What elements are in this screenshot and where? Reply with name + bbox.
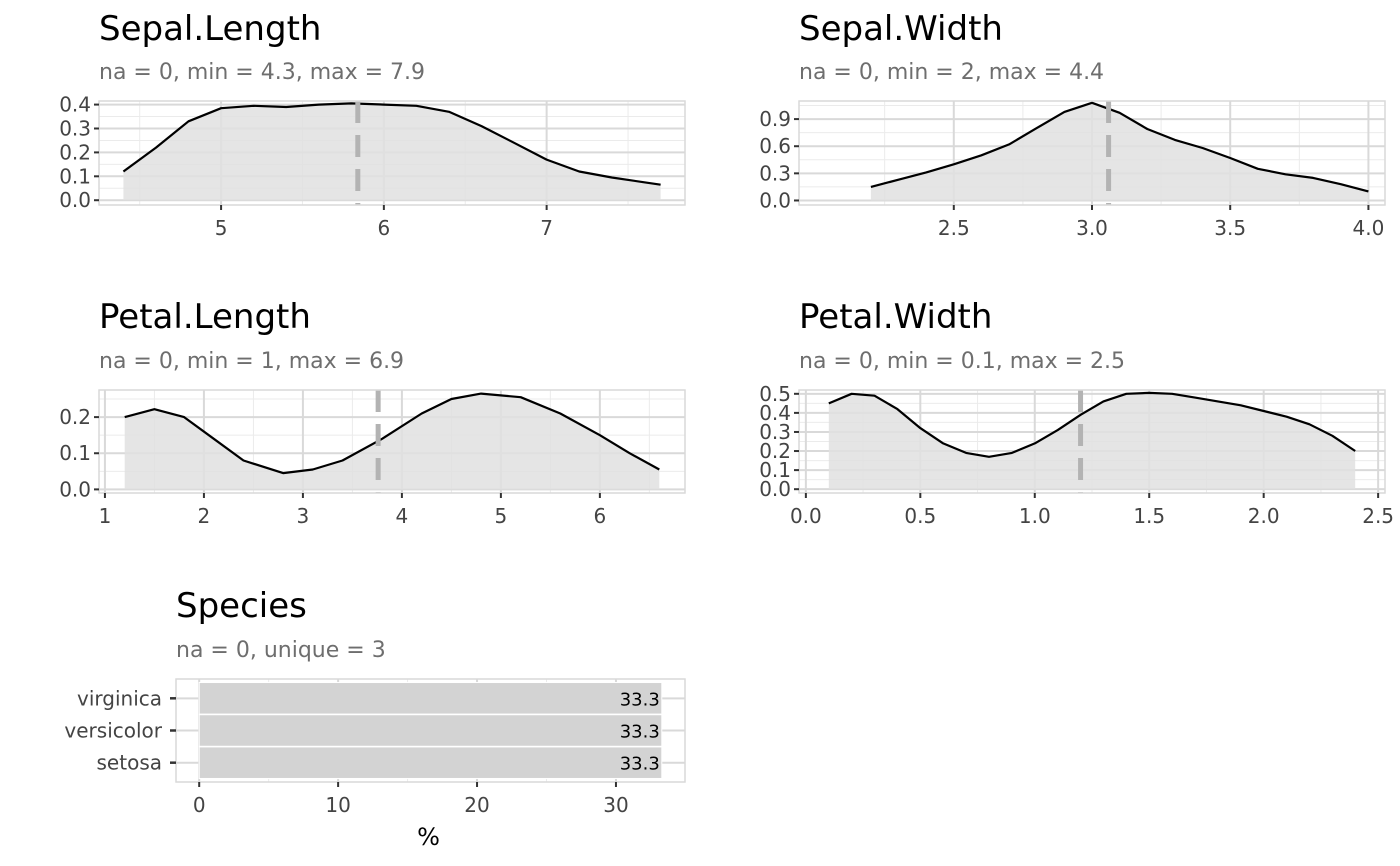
y-tick-label: 0.0 [59,477,91,501]
density-line [828,391,1356,458]
x-tick-label: 4 [396,504,409,528]
x-tick-label: 2.5 [938,216,970,240]
bar [198,714,663,747]
x-tick-label: 5 [495,504,508,528]
density-area [828,392,1356,490]
y-tick-label: 0.2 [759,439,791,463]
panel-title: Petal.Width [799,297,993,337]
y-tick-label: 0.3 [759,420,791,444]
panel-subtitle: na = 0, unique = 3 [176,638,386,663]
panel-sepal-length: Sepal.Length na = 0, min = 4.3, max = 7.… [0,0,700,290]
y-tick-label: 0.4 [59,93,91,117]
x-tick-label: 1.5 [1133,504,1165,528]
bar-plot: 33.3 33.3 33.3 0 10 20 30 virginica versicolor se… [64,678,686,851]
density-line [870,101,1369,193]
x-tick-label: 7 [540,216,553,240]
x-tick-label: 3.5 [1214,216,1246,240]
y-tick-label: 0.1 [59,164,91,188]
y-tick-label: 0.0 [59,188,91,212]
y-tick-label: 0.4 [759,401,791,425]
y-tick-label: 0.1 [59,441,91,465]
density-plot: 5 6 7 0.00.10.20.30.4 [59,93,686,240]
y-tick-label: virginica [77,686,162,710]
x-tick-label: 4.0 [1353,216,1385,240]
panel-subtitle: na = 0, min = 1, max = 6.9 [99,349,405,374]
density-plot: 0.0 0.5 1.0 1.5 2.0 2.50.00.10.20.30.40.5 [759,382,1394,528]
bar [198,682,663,715]
bar [198,746,663,779]
density-line [122,102,661,186]
panel-subtitle: na = 0, min = 0.1, max = 2.5 [799,349,1126,374]
y-tick-label: 0.3 [59,116,91,140]
y-tick-label: 0.6 [759,134,791,158]
panel-title: Sepal.Width [799,9,1003,49]
panel-petal-length: Petal.Length na = 0, min = 1, max = 6.9 … [0,0,700,580]
density-plot: 1 2 3 4 5 6 0.0 0.1 0.2 [59,389,686,528]
y-tick-label: 0.0 [759,477,791,501]
panel-border [798,389,1386,494]
y-tick-label: 0.0 [759,188,791,212]
panel-title: Species [176,586,307,626]
density-line [124,392,660,475]
density-area [870,102,1369,201]
x-tick-label: 20 [464,793,489,817]
panel-sepal-width: Sepal.Width na = 0, min = 2, max = 4.4 2… [0,0,1400,290]
x-tick-label: 2 [198,504,211,528]
y-tick-label: 0.2 [59,140,91,164]
panel-title: Petal.Length [99,297,311,337]
panel-petal-width: Petal.Width na = 0, min = 0.1, max = 2.5… [759,297,1394,528]
x-tick-label: 10 [325,793,350,817]
panel-subtitle: na = 0, min = 2, max = 4.4 [799,60,1105,85]
bar-value-label: 33.3 [620,689,660,710]
x-tick-label: 6 [594,504,607,528]
x-tick-label: 2.0 [1248,504,1280,528]
bar-value-label: 33.3 [620,754,660,775]
x-tick-label: 0.5 [904,504,936,528]
y-tick-label: 0.2 [59,405,91,429]
y-tick-label: 0.5 [759,382,791,406]
panel-border [98,389,686,494]
panel-subtitle: na = 0, min = 4.3, max = 7.9 [99,60,426,85]
y-tick-label: 0.3 [759,161,791,185]
x-tick-label: 3.0 [1076,216,1108,240]
y-tick-label: versicolor [64,719,162,743]
y-tick-label: 0.1 [759,458,791,482]
x-tick-label: 2.5 [1362,504,1394,528]
x-tick-label: 0 [193,793,206,817]
x-tick-label: 1 [99,504,112,528]
density-area [123,103,661,201]
x-tick-label: 1.0 [1019,504,1051,528]
y-tick-label: setosa [97,751,162,775]
x-tick-label: 6 [377,216,390,240]
x-tick-label: 30 [603,793,628,817]
panel-species: Species na = 0, unique = 3 33.3 33.3 33.3 0… [64,586,686,851]
x-tick-label: 3 [297,504,310,528]
x-tick-label: 5 [215,216,228,240]
density-plot: 2.5 3.0 3.5 4.0 0.0 0.3 0.6 0.9 [759,100,1386,240]
panel-title: Sepal.Length [99,9,322,49]
y-tick-label: 0.9 [759,107,791,131]
x-tick-label: 0.0 [790,504,822,528]
x-axis-label: % [417,823,440,851]
bar-value-label: 33.3 [620,722,660,743]
